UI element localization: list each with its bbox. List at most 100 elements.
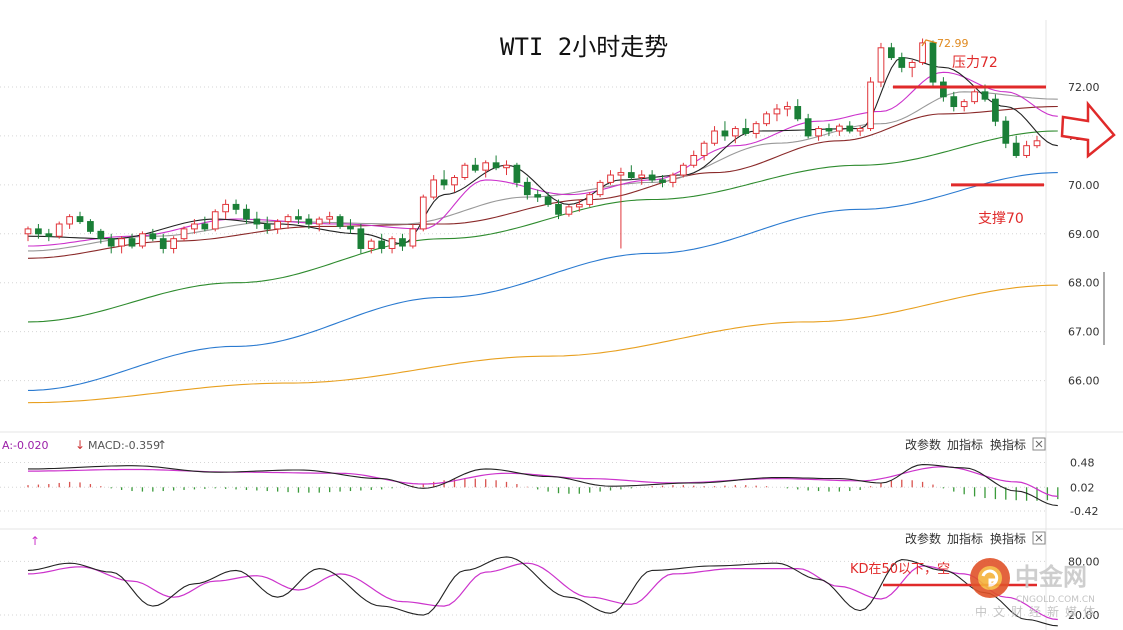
- candle-body: [367, 240, 375, 249]
- price-tick-label: 69.00: [1068, 228, 1100, 241]
- kd-add-button[interactable]: 加指标: [947, 531, 983, 546]
- candle-body: [315, 218, 323, 225]
- candle-body: [107, 238, 115, 247]
- macd-params-button[interactable]: 改参数: [905, 437, 941, 452]
- candle: [700, 140, 708, 161]
- candle: [232, 199, 240, 215]
- macd-histogram: [27, 478, 1059, 501]
- close-icon[interactable]: [1032, 531, 1046, 545]
- candle-body: [669, 174, 677, 183]
- candle: [461, 162, 469, 180]
- candle-body: [191, 223, 198, 230]
- candle-body: [877, 47, 885, 83]
- candle-body: [534, 194, 542, 198]
- candle-body: [659, 179, 666, 183]
- candle: [846, 121, 854, 134]
- candle: [378, 233, 386, 254]
- candle-body: [66, 216, 73, 225]
- candle-body: [170, 238, 177, 249]
- candle-body: [295, 216, 302, 220]
- macd-dif-line: [28, 464, 1058, 507]
- candle-body: [180, 228, 188, 240]
- candle: [908, 60, 916, 78]
- candle: [586, 192, 594, 207]
- candle: [253, 211, 261, 229]
- candle-body: [898, 57, 906, 68]
- candle: [149, 228, 157, 242]
- candle-body: [211, 211, 219, 230]
- candle-body: [607, 174, 614, 183]
- watermark-slogan: 中文财经新媒体: [975, 604, 1101, 619]
- candle-body: [908, 61, 916, 68]
- candle: [679, 162, 687, 178]
- candle-body: [347, 225, 354, 230]
- candle-body: [825, 128, 833, 132]
- candle-body: [544, 196, 552, 205]
- macd-lines: [28, 464, 1058, 507]
- candle-body: [232, 203, 240, 210]
- candle: [347, 219, 354, 234]
- kd-params-button[interactable]: 改参数: [905, 531, 941, 546]
- price-tick-label: 70.00: [1068, 179, 1100, 192]
- candle-body: [992, 98, 999, 122]
- trend-arrow-icon: [1060, 100, 1116, 159]
- candle: [929, 40, 937, 87]
- candle-body: [867, 81, 874, 130]
- macd-add-button[interactable]: 加指标: [947, 437, 983, 452]
- high-label: 72.99: [937, 37, 969, 50]
- close-icon[interactable]: [1032, 437, 1046, 451]
- candle: [742, 118, 750, 136]
- ma5-line: [27, 57, 1058, 245]
- candle-body: [575, 203, 583, 208]
- macd-switch-button[interactable]: 换指标: [990, 437, 1026, 452]
- candle: [513, 162, 521, 188]
- candle-body: [721, 130, 729, 137]
- candle: [471, 157, 479, 173]
- candle: [326, 211, 334, 224]
- candle-body: [763, 113, 770, 125]
- candle: [607, 170, 614, 185]
- candle-body: [1033, 140, 1041, 147]
- candle-body: [513, 164, 521, 183]
- candle-body: [1023, 145, 1030, 156]
- candle-body: [399, 238, 406, 247]
- candle-body: [76, 216, 84, 223]
- macd-value-arrow: ↑: [157, 438, 167, 452]
- candle-body: [627, 172, 635, 179]
- candle: [575, 199, 583, 212]
- candle: [690, 150, 698, 168]
- candle-body: [440, 179, 448, 186]
- candle-body: [471, 164, 479, 171]
- candle: [76, 211, 84, 224]
- price-tick-label: 66.00: [1068, 375, 1100, 388]
- candle-body: [523, 181, 531, 196]
- candle: [638, 170, 646, 185]
- candle-body: [35, 228, 42, 235]
- candle-body: [149, 233, 157, 240]
- candle-body: [326, 216, 334, 220]
- candle-body: [284, 216, 292, 223]
- candle-body: [357, 228, 365, 249]
- candle: [180, 226, 188, 242]
- watermark: 中金网 CNGOLD.COM.CN 中文财经新媒体: [970, 558, 1101, 619]
- candle: [440, 170, 448, 190]
- candle-body: [55, 223, 63, 237]
- candle: [503, 160, 510, 176]
- candle: [97, 228, 105, 244]
- candle: [170, 236, 177, 254]
- candle-body: [305, 218, 313, 225]
- candle: [305, 214, 313, 229]
- candle-body: [596, 181, 604, 196]
- candle-body: [586, 194, 594, 205]
- candle: [596, 179, 604, 198]
- candle-body: [752, 123, 760, 134]
- kd-switch-button[interactable]: 换指标: [990, 531, 1026, 546]
- candle: [617, 167, 625, 249]
- candle-body: [981, 91, 989, 100]
- candle: [648, 170, 656, 183]
- candle: [1033, 135, 1041, 149]
- candle: [836, 123, 843, 136]
- candle: [825, 123, 833, 136]
- candle: [731, 126, 739, 144]
- candle-body: [274, 221, 282, 230]
